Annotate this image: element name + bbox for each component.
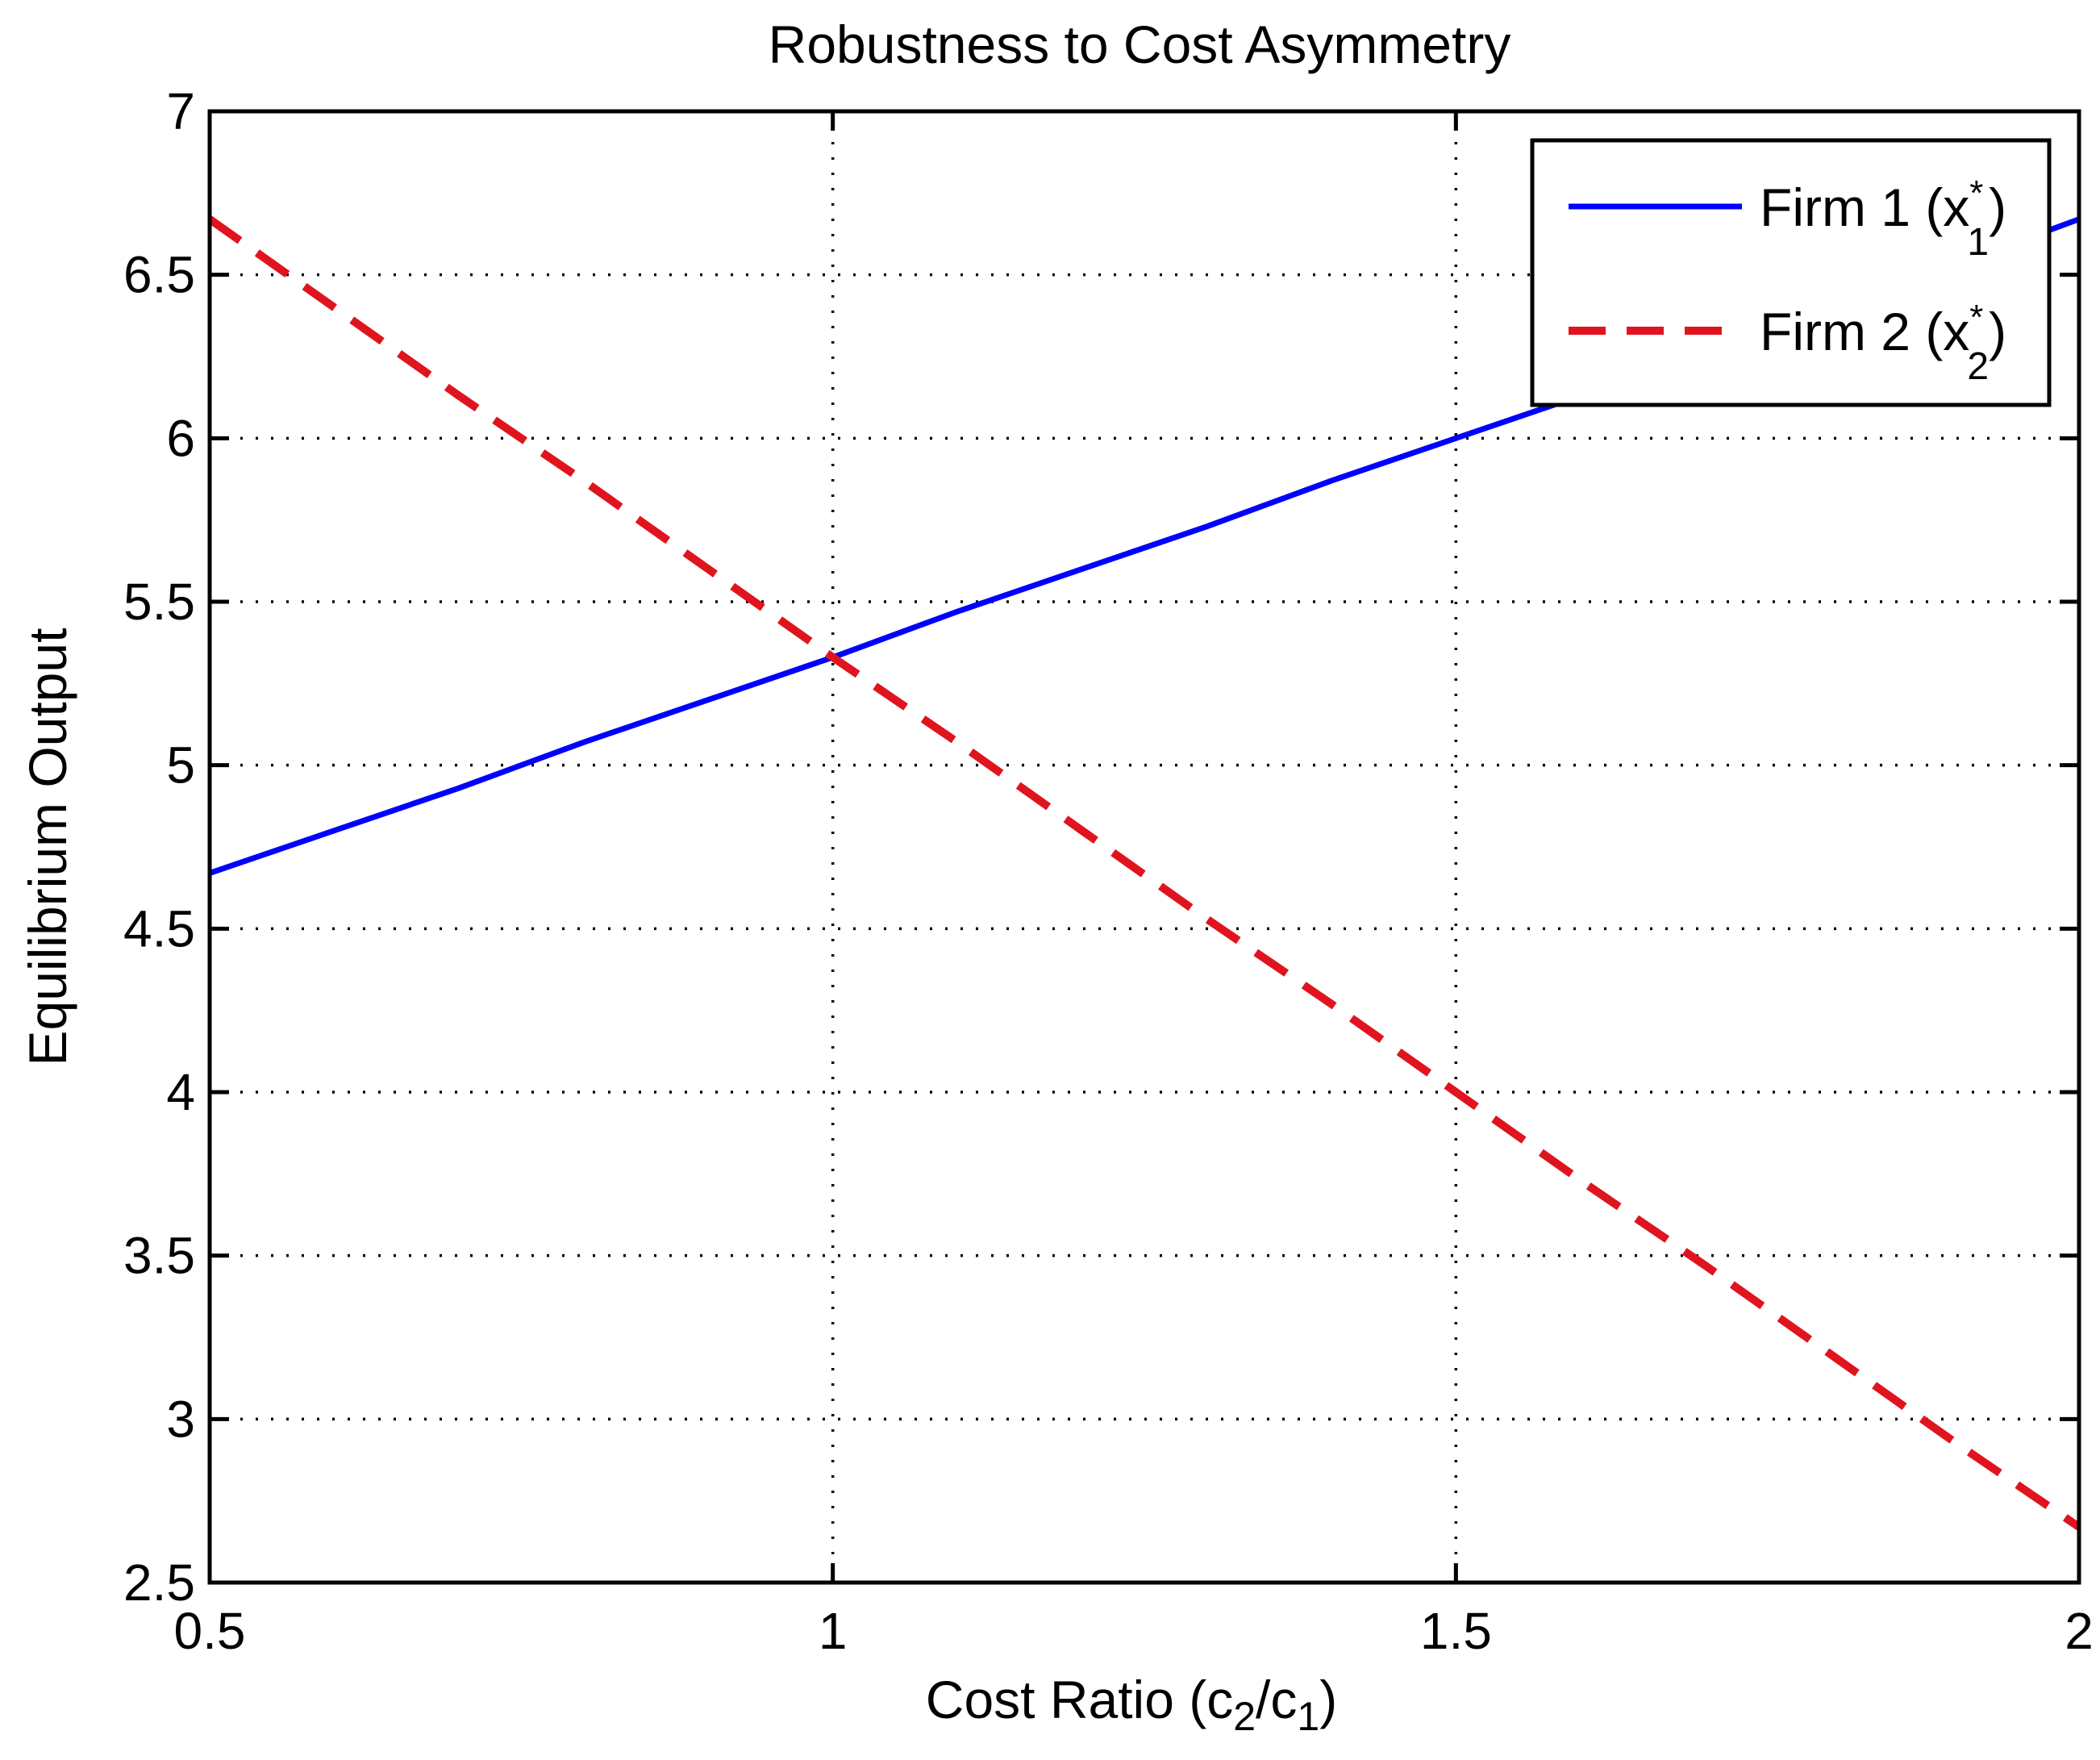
legend-close-paren: ) <box>1989 177 2006 237</box>
x-axis-label-subscript: 1 <box>1297 1694 1319 1739</box>
y-tick-labels: 2.5 3 3.5 4 4.5 5 5.5 6 6.5 7 <box>123 82 195 1612</box>
legend-close-paren: ) <box>1989 302 2006 361</box>
legend-subscript: 2 <box>1967 345 1989 388</box>
y-tick-label: 6.5 <box>123 246 195 304</box>
legend-label-firm-2: Firm 2 (x* 2) <box>1760 298 2006 388</box>
x-tick-label: 2 <box>2065 1602 2094 1660</box>
y-tick-label: 4 <box>166 1063 195 1121</box>
x-axis-label-part: /c <box>1256 1670 1297 1729</box>
legend-label-text: Firm 2 (x <box>1760 302 1969 361</box>
y-tick-label: 5 <box>166 736 195 795</box>
x-axis-label: Cost Ratio (c2/c1) <box>926 1670 1337 1739</box>
y-tick-label: 2.5 <box>123 1554 195 1612</box>
grid <box>210 111 2079 1583</box>
legend: Firm 1 (x* 1)Firm 2 (x* 2) <box>1530 138 2052 407</box>
x-tick-label: 0.5 <box>174 1602 246 1660</box>
legend-box <box>1530 138 2052 407</box>
legend-superscript: * <box>1969 173 1983 213</box>
series-line-firm-2 <box>207 215 2081 1531</box>
x-axis-label-part: ) <box>1319 1670 1337 1729</box>
legend-subscript: 1 <box>1967 221 1989 264</box>
y-tick-label: 7 <box>166 82 195 140</box>
x-tick-label: 1 <box>819 1602 848 1660</box>
y-tick-label: 3.5 <box>123 1227 195 1285</box>
y-tick-label: 4.5 <box>123 899 195 957</box>
tick-marks <box>207 109 2081 1585</box>
legend-label-firm-1: Firm 1 (x* 1) <box>1760 173 2006 264</box>
x-axis-label-part: Cost Ratio (c <box>926 1670 1233 1729</box>
legend-label-text: Firm 1 (x <box>1760 177 1969 237</box>
x-tick-label: 1.5 <box>1420 1602 1492 1660</box>
legend-superscript: * <box>1969 298 1983 337</box>
axes-frame <box>207 109 2081 1585</box>
x-tick-labels: 0.5 1 1.5 2 <box>174 1602 2094 1660</box>
y-tick-label: 5.5 <box>123 573 195 631</box>
chart-title: Robustness to Cost Asymmetry <box>769 15 1511 74</box>
y-tick-label: 3 <box>166 1390 195 1448</box>
y-axis-label: Equilibrium Output <box>18 628 77 1066</box>
x-axis-label-subscript: 2 <box>1233 1694 1256 1739</box>
y-tick-label: 6 <box>166 409 195 467</box>
